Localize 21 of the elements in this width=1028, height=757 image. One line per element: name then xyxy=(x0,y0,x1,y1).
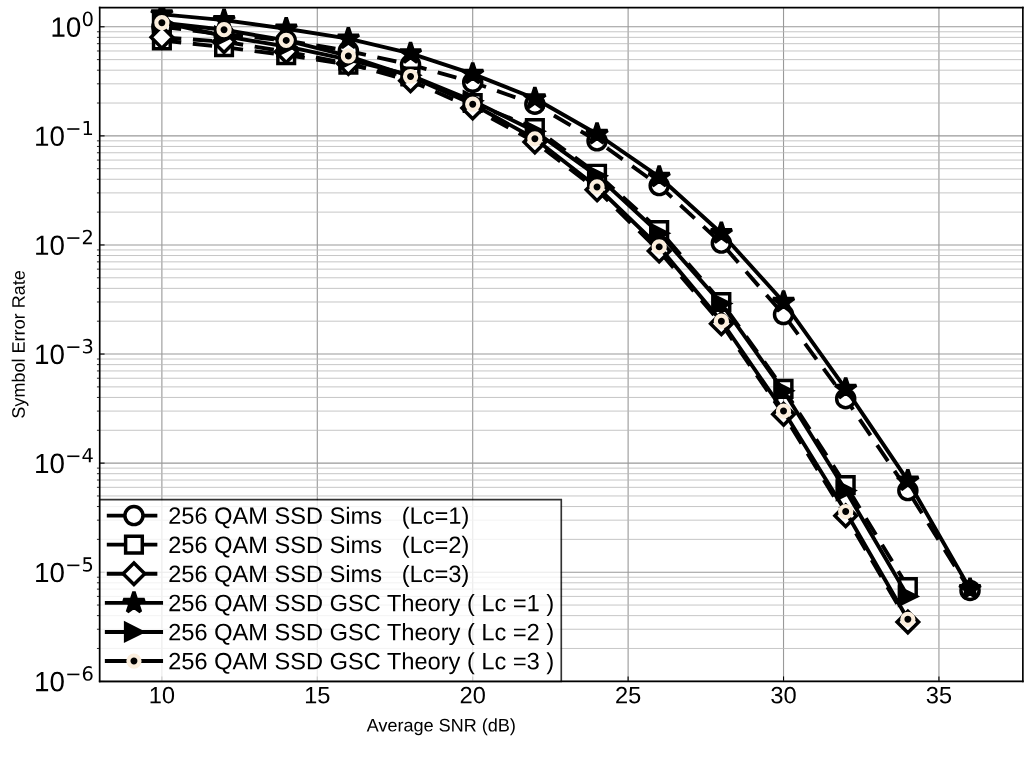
legend-label: 256 QAM SSD GSC Theory ( Lc =3 ) xyxy=(169,652,553,675)
y-tick-label: 10$^{−6}$ xyxy=(36,666,93,692)
x-tick-label: 10 xyxy=(150,686,175,704)
legend-label: 256 QAM SSD Sims (Lc=2) xyxy=(169,535,468,558)
legend-label: 256 QAM SSD GSC Theory ( Lc =1 ) xyxy=(169,594,553,617)
x-axis-title: Average SNR (dB) xyxy=(366,718,515,736)
y-tick-label: 10$^{−5}$ xyxy=(36,557,93,583)
x-tick-label: 20 xyxy=(460,686,485,704)
x-tick-label: 35 xyxy=(926,686,952,704)
y-tick-label: 10$^{−2}$ xyxy=(36,229,92,256)
x-tick-label: 15 xyxy=(305,687,330,704)
y-tick-label: 10$^{−1}$ xyxy=(36,120,93,147)
x-tick-label: 30 xyxy=(771,686,796,704)
y-tick-label: 10$^{0}$ xyxy=(52,11,93,37)
legend-label: 256 QAM SSD GSC Theory ( Lc =2 ) xyxy=(169,623,553,646)
legend-label: 256 QAM SSD Sims (Lc=1) xyxy=(169,506,468,529)
x-tick-label: 25 xyxy=(616,686,641,704)
y-axis-title: Symbol Error Rate xyxy=(11,270,29,418)
y-tick-label: 10$^{−3}$ xyxy=(36,338,93,365)
legend-label: 256 QAM SSD Sims (Lc=3) xyxy=(169,564,468,587)
y-tick-label: 10$^{−4}$ xyxy=(36,448,93,474)
